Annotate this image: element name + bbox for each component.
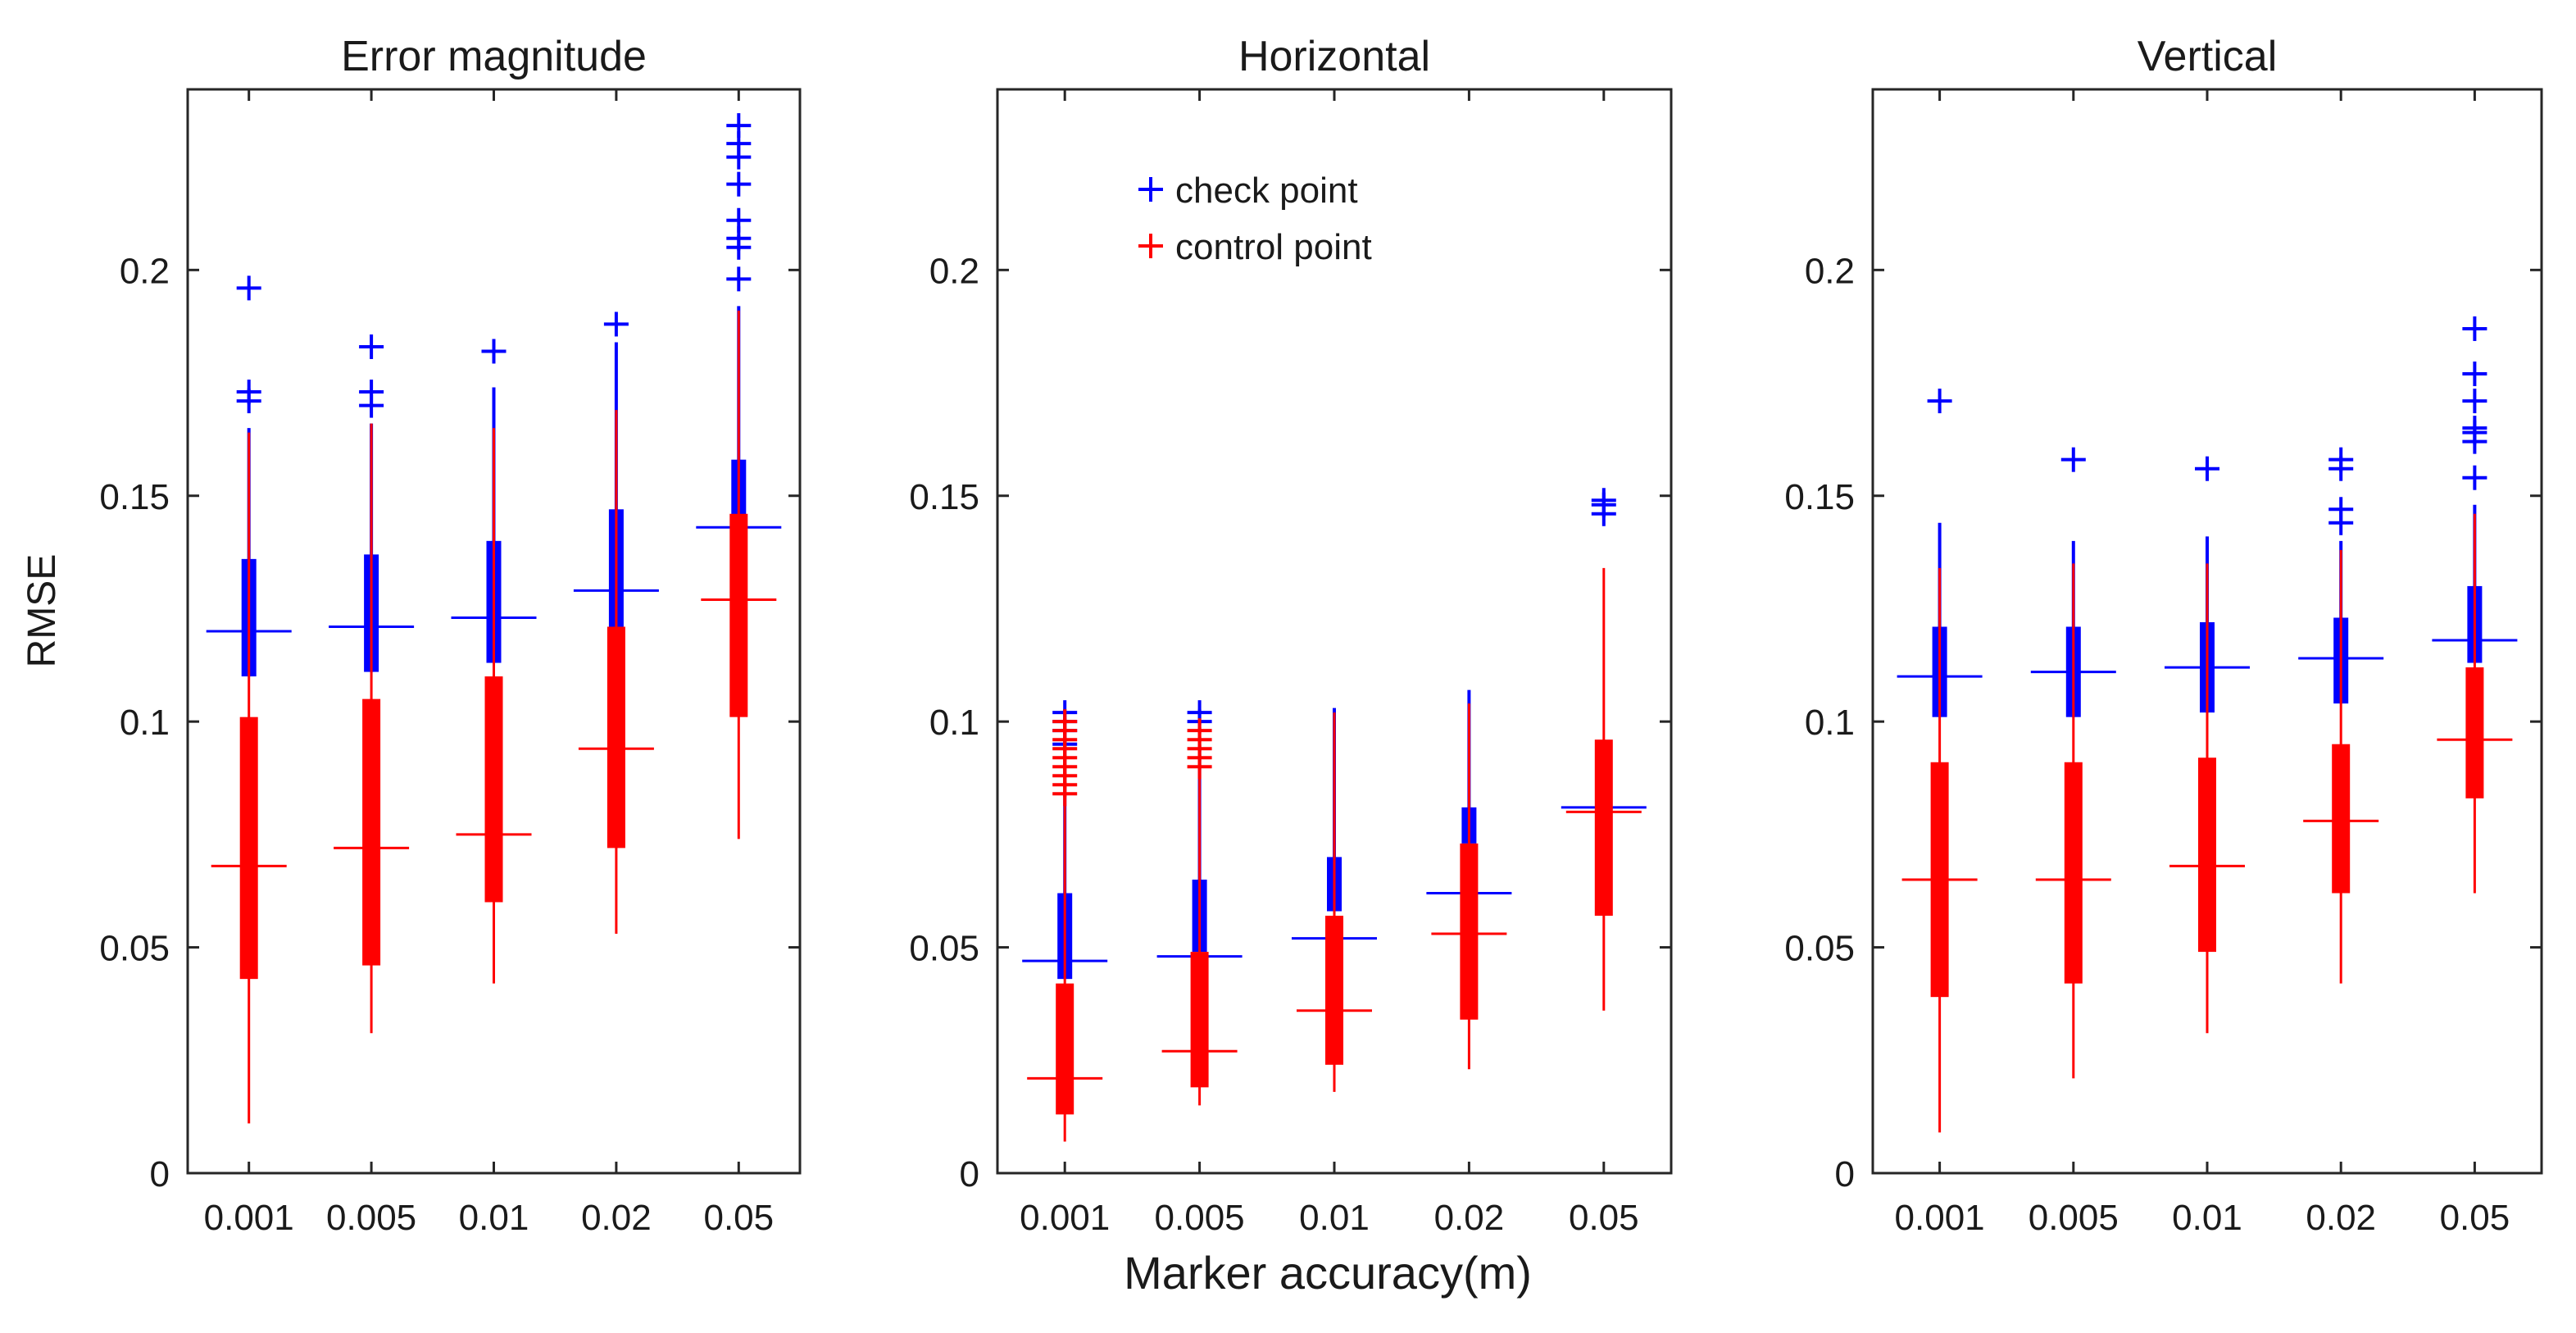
box xyxy=(2465,667,2484,798)
box xyxy=(2064,762,2083,984)
control-box-0.005 xyxy=(2035,563,2111,1079)
x-tick-label: 0.02 xyxy=(581,1198,652,1238)
control-box-0.05 xyxy=(1565,567,1642,1011)
y-tick-label: 0.2 xyxy=(1805,251,1855,291)
y-tick-label: 0.2 xyxy=(929,251,979,291)
x-tick-label: 0.005 xyxy=(326,1198,416,1238)
outlier-marker xyxy=(2462,465,2487,490)
outlier-marker xyxy=(1927,389,1952,414)
panel-title: Horizontal xyxy=(1238,33,1430,80)
box xyxy=(362,698,381,966)
box xyxy=(1325,916,1343,1065)
x-tick-label: 0.001 xyxy=(1895,1198,1985,1238)
control-box-0.005 xyxy=(1161,718,1238,1106)
outlier-marker xyxy=(236,275,261,301)
outlier-marker xyxy=(1591,488,1616,513)
outlier-marker xyxy=(359,380,384,405)
legend-marker xyxy=(1138,177,1163,202)
outlier-marker xyxy=(2462,362,2487,387)
control-box-0.001 xyxy=(211,432,287,1124)
panel-2: Horizontal 0 0.05 0.1 0.15 0.2 0.001 0.005 0.01 0… xyxy=(909,33,1673,1238)
box xyxy=(484,676,503,903)
y-tick-label: 0.05 xyxy=(909,929,979,969)
control-box-0.01 xyxy=(456,428,532,984)
control-box-0.02 xyxy=(578,410,654,935)
outlier-marker xyxy=(2328,497,2354,522)
y-tick-label: 0.2 xyxy=(120,251,170,291)
y-tick-label: 0.1 xyxy=(929,703,979,743)
outlier-marker xyxy=(726,207,752,233)
box xyxy=(239,717,258,980)
y-tick-label: 0 xyxy=(150,1154,170,1194)
x-tick-label: 0.001 xyxy=(1020,1198,1110,1238)
box xyxy=(1056,983,1074,1115)
x-axis-label: Marker accuracy(m) xyxy=(1124,1247,1532,1299)
x-tick-label: 0.01 xyxy=(2172,1198,2242,1238)
y-tick-label: 0 xyxy=(960,1154,979,1194)
y-axis-label: RMSE xyxy=(20,554,64,668)
y-tick-label: 0.15 xyxy=(909,477,979,517)
outlier-marker xyxy=(726,171,752,197)
outlier-marker xyxy=(1187,718,1212,744)
box xyxy=(1190,952,1209,1088)
x-tick-label: 0.01 xyxy=(459,1198,529,1238)
outlier-marker xyxy=(2462,389,2487,414)
outlier-marker xyxy=(2462,316,2487,341)
legend-marker xyxy=(1138,234,1163,258)
panel-title: Error magnitude xyxy=(341,33,647,80)
outlier-marker xyxy=(1052,709,1078,735)
control-box-0.05 xyxy=(701,310,777,839)
outlier-marker xyxy=(726,113,752,139)
outlier-marker xyxy=(726,266,752,292)
x-tick-label: 0.001 xyxy=(204,1198,294,1238)
y-tick-label: 0.05 xyxy=(1784,929,1855,969)
panel-1: Error magnitude 0 0.05 0.1 0.15 0.2 0.001 0.005… xyxy=(99,33,802,1238)
outlier-marker xyxy=(2195,456,2219,481)
control-box-0.02 xyxy=(1431,703,1507,1070)
box xyxy=(1594,739,1613,917)
y-tick-label: 0.15 xyxy=(1784,477,1855,517)
x-tick-label: 0.005 xyxy=(2029,1198,2119,1238)
control-box-0.02 xyxy=(2303,549,2379,984)
x-tick-label: 0.02 xyxy=(1434,1198,1505,1238)
outlier-marker xyxy=(236,380,261,405)
x-tick-label: 0.01 xyxy=(1299,1198,1370,1238)
control-box-0.005 xyxy=(334,423,410,1034)
legend-label: control point xyxy=(1175,227,1372,267)
y-tick-label: 0.1 xyxy=(120,703,170,743)
x-tick-label: 0.02 xyxy=(2306,1198,2376,1238)
control-box-0.01 xyxy=(1297,712,1372,1092)
outlier-marker xyxy=(2462,416,2487,441)
box xyxy=(1460,843,1479,1020)
y-tick-label: 0.15 xyxy=(99,477,170,517)
y-tick-label: 0.1 xyxy=(1805,703,1855,743)
panel-title: Vertical xyxy=(2138,33,2278,80)
control-box-0.05 xyxy=(2437,513,2513,894)
outlier-marker xyxy=(603,312,629,337)
outlier-marker xyxy=(2060,447,2086,472)
outlier-marker xyxy=(2328,447,2354,472)
box xyxy=(729,513,748,717)
outlier-marker xyxy=(481,339,507,364)
box xyxy=(607,626,625,848)
outlier-marker xyxy=(359,334,384,359)
y-tick-label: 0 xyxy=(1835,1154,1855,1194)
x-tick-label: 0.005 xyxy=(1155,1198,1245,1238)
x-tick-label: 0.05 xyxy=(703,1198,774,1238)
control-box-0.001 xyxy=(1027,709,1103,1142)
y-tick-label: 0.05 xyxy=(99,929,170,969)
legend-label: check point xyxy=(1175,171,1358,211)
box xyxy=(2332,744,2351,894)
x-tick-label: 0.05 xyxy=(1569,1198,1639,1238)
legend: check point control point xyxy=(1138,171,1372,267)
control-box-0.01 xyxy=(2169,563,2245,1034)
x-tick-label: 0.05 xyxy=(2440,1198,2510,1238)
panel-3: Vertical 0 0.05 0.1 0.15 0.2 0.001 0.005 0.01 0.0… xyxy=(1784,33,2543,1238)
box xyxy=(2198,757,2216,953)
control-box-0.001 xyxy=(1901,567,1978,1133)
